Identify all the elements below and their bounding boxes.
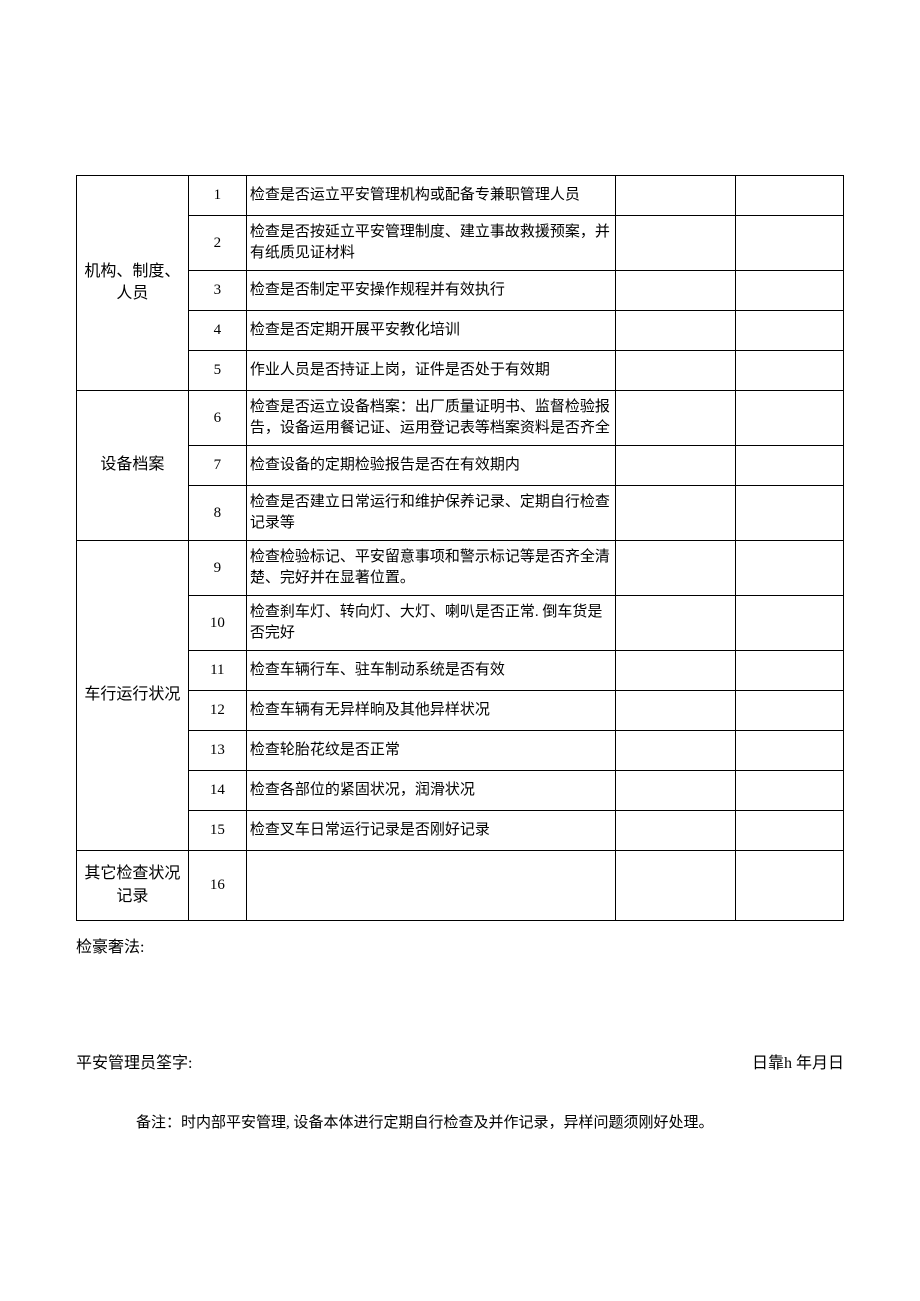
blank-cell: [616, 731, 736, 771]
blank-cell: [736, 596, 844, 651]
blank-cell: [616, 446, 736, 486]
blank-cell: [736, 731, 844, 771]
row-number-cell: 8: [188, 486, 246, 541]
blank-cell: [736, 176, 844, 216]
row-number-cell: 13: [188, 731, 246, 771]
table-row: 13检查轮胎花纹是否正常: [77, 731, 844, 771]
blank-cell: [616, 771, 736, 811]
row-number-cell: 7: [188, 446, 246, 486]
row-number-cell: 16: [188, 851, 246, 921]
blank-cell: [616, 216, 736, 271]
blank-cell: [616, 691, 736, 731]
inspection-method-label: 检豪奢法:: [76, 933, 844, 957]
table-row: 15检查叉车日常运行记录是否刚好记录: [77, 811, 844, 851]
description-cell: 检查是否运立设备档案：出厂质量证明书、监督检验报告，设备运用餐记证、运用登记表等…: [246, 391, 615, 446]
blank-cell: [736, 486, 844, 541]
row-number-cell: 9: [188, 541, 246, 596]
table-row: 其它检查状况记录16: [77, 851, 844, 921]
table-row: 4检查是否定期开展平安教化培训: [77, 311, 844, 351]
description-cell: 检查车辆有无异样晌及其他异样状况: [246, 691, 615, 731]
table-row: 14检查各部位的紧固状况，润滑状况: [77, 771, 844, 811]
blank-cell: [616, 851, 736, 921]
inspection-table: 机构、制度、人员1检查是否运立平安管理机构或配备专兼职管理人员2检查是否按延立平…: [76, 175, 844, 921]
table-row: 2检查是否按延立平安管理制度、建立事故救援预案，并有纸质见证材料: [77, 216, 844, 271]
blank-cell: [736, 216, 844, 271]
blank-cell: [736, 541, 844, 596]
table-row: 7检查设备的定期检验报告是否在有效期内: [77, 446, 844, 486]
blank-cell: [616, 391, 736, 446]
blank-cell: [736, 391, 844, 446]
blank-cell: [736, 311, 844, 351]
description-cell: 检查设备的定期检验报告是否在有效期内: [246, 446, 615, 486]
blank-cell: [616, 176, 736, 216]
row-number-cell: 6: [188, 391, 246, 446]
category-cell: 车行运行状况: [77, 541, 189, 851]
blank-cell: [616, 311, 736, 351]
blank-cell: [736, 446, 844, 486]
description-cell: 检查车辆行车、驻车制动系统是否有效: [246, 651, 615, 691]
signature-row: 平安管理员筌字: 日靠h 年月日: [76, 1049, 844, 1073]
description-cell: 检查检验标记、平安留意事项和警示标记等是否齐全清楚、完好并在显著位置。: [246, 541, 615, 596]
blank-cell: [736, 771, 844, 811]
blank-cell: [736, 351, 844, 391]
description-cell: 检查各部位的紧固状况，润滑状况: [246, 771, 615, 811]
blank-cell: [736, 851, 844, 921]
description-cell: 检查是否建立日常运行和维护保养记录、定期自行检查记录等: [246, 486, 615, 541]
description-cell: 检查是否按延立平安管理制度、建立事故救援预案，并有纸质见证材料: [246, 216, 615, 271]
row-number-cell: 10: [188, 596, 246, 651]
table-row: 10检查刹车灯、转向灯、大灯、喇叭是否正常. 倒车货是否完好: [77, 596, 844, 651]
blank-cell: [616, 651, 736, 691]
row-number-cell: 5: [188, 351, 246, 391]
blank-cell: [616, 351, 736, 391]
description-cell: 检查叉车日常运行记录是否刚好记录: [246, 811, 615, 851]
row-number-cell: 11: [188, 651, 246, 691]
row-number-cell: 4: [188, 311, 246, 351]
row-number-cell: 15: [188, 811, 246, 851]
blank-cell: [736, 271, 844, 311]
table-row: 设备档案6检查是否运立设备档案：出厂质量证明书、监督检验报告，设备运用餐记证、运…: [77, 391, 844, 446]
category-cell: 机构、制度、人员: [77, 176, 189, 391]
remark-text: 备注：时内部平安管理, 设备本体进行定期自行检查及并作记录，异样问题须刚好处理。: [76, 1111, 844, 1132]
table-row: 机构、制度、人员1检查是否运立平安管理机构或配备专兼职管理人员: [77, 176, 844, 216]
blank-cell: [736, 811, 844, 851]
row-number-cell: 14: [188, 771, 246, 811]
category-cell: 其它检查状况记录: [77, 851, 189, 921]
table-row: 3检查是否制定平安操作规程并有效执行: [77, 271, 844, 311]
manager-signature-label: 平安管理员筌字:: [76, 1049, 192, 1073]
blank-cell: [736, 651, 844, 691]
description-cell: 检查刹车灯、转向灯、大灯、喇叭是否正常. 倒车货是否完好: [246, 596, 615, 651]
description-cell: 检查轮胎花纹是否正常: [246, 731, 615, 771]
description-cell: [246, 851, 615, 921]
blank-cell: [616, 811, 736, 851]
table-row: 11检查车辆行车、驻车制动系统是否有效: [77, 651, 844, 691]
description-cell: 作业人员是否持证上岗，证件是否处于有效期: [246, 351, 615, 391]
blank-cell: [616, 596, 736, 651]
description-cell: 检查是否制定平安操作规程并有效执行: [246, 271, 615, 311]
table-row: 8检查是否建立日常运行和维护保养记录、定期自行检查记录等: [77, 486, 844, 541]
blank-cell: [616, 271, 736, 311]
blank-cell: [616, 541, 736, 596]
table-row: 12检查车辆有无异样晌及其他异样状况: [77, 691, 844, 731]
description-cell: 检查是否运立平安管理机构或配备专兼职管理人员: [246, 176, 615, 216]
category-cell: 设备档案: [77, 391, 189, 541]
row-number-cell: 2: [188, 216, 246, 271]
row-number-cell: 1: [188, 176, 246, 216]
row-number-cell: 3: [188, 271, 246, 311]
blank-cell: [736, 691, 844, 731]
table-row: 车行运行状况9检查检验标记、平安留意事项和警示标记等是否齐全清楚、完好并在显著位…: [77, 541, 844, 596]
description-cell: 检查是否定期开展平安教化培训: [246, 311, 615, 351]
table-row: 5作业人员是否持证上岗，证件是否处于有效期: [77, 351, 844, 391]
blank-cell: [616, 486, 736, 541]
row-number-cell: 12: [188, 691, 246, 731]
date-label: 日靠h 年月日: [752, 1049, 844, 1073]
